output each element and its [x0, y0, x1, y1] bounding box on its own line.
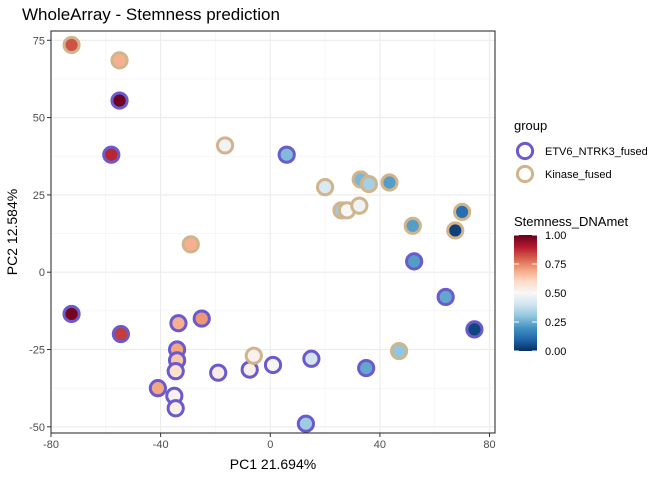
- colorbar: [514, 235, 537, 351]
- data-point: [359, 174, 379, 194]
- x-tick-label: 40: [374, 439, 386, 451]
- y-tick-label: -50: [29, 422, 45, 434]
- x-tick-label: -80: [43, 439, 59, 451]
- legend-group-title: group: [514, 118, 547, 133]
- data-point: [315, 178, 335, 197]
- data-point: [296, 414, 315, 433]
- data-point: [192, 309, 211, 328]
- y-tick-label: 0: [39, 267, 45, 279]
- legend-group: group ETV6_NTRK3_fused Kinase_fused: [514, 118, 648, 184]
- x-tick-label: -40: [153, 439, 169, 451]
- legend-key-label: ETV6_NTRK3_fused: [545, 146, 648, 158]
- data-point: [389, 341, 409, 361]
- data-point: [166, 362, 185, 381]
- data-point: [403, 216, 422, 235]
- y-tick-label: 25: [33, 190, 45, 202]
- colorbar-tick-label: 0.75: [545, 259, 566, 271]
- data-point: [357, 358, 376, 378]
- y-tick-label: 75: [33, 35, 45, 47]
- data-point: [166, 399, 185, 418]
- data-point: [62, 304, 81, 324]
- colorbar-tick-label: 0.00: [545, 346, 566, 358]
- data-point: [102, 145, 121, 164]
- x-axis-label: PC1 21.694%: [230, 456, 316, 472]
- data-point: [181, 235, 200, 254]
- data-point: [110, 91, 129, 110]
- data-point: [453, 202, 472, 221]
- y-tick-label: 50: [33, 113, 45, 125]
- data-point: [277, 145, 296, 164]
- data-point: [350, 196, 369, 215]
- colorbar-tick-label: 0.25: [545, 317, 566, 329]
- axes: -80 -40 0 40 80 -50 -25 0 25 50 75: [29, 30, 496, 451]
- legend-key-marker: [515, 164, 535, 184]
- data-point: [244, 346, 263, 365]
- data-point: [62, 35, 81, 55]
- colorbar-tick-label: 0.50: [545, 288, 566, 300]
- legend-key-marker: [515, 141, 535, 161]
- y-tick-label: -25: [29, 345, 45, 357]
- x-tick-label: 80: [483, 439, 495, 451]
- x-tick-label: 0: [267, 439, 273, 451]
- data-point: [169, 314, 188, 333]
- data-point: [215, 136, 235, 155]
- data-point: [263, 355, 283, 375]
- data-point: [446, 221, 465, 240]
- data-point: [380, 173, 399, 192]
- data-point: [111, 324, 130, 344]
- data-point: [405, 252, 424, 271]
- data-point: [465, 320, 484, 339]
- data-point: [436, 287, 455, 307]
- data-point: [110, 51, 129, 70]
- chart-title: WholeArray - Stemness prediction: [22, 5, 280, 24]
- legend-key-label: Kinase_fused: [545, 169, 612, 181]
- y-axis-label: PC2 12.584%: [4, 189, 20, 275]
- data-points: [62, 35, 484, 433]
- data-point: [209, 363, 228, 382]
- colorbar-tick-label: 1.00: [545, 230, 566, 242]
- panel-border: [50, 30, 496, 434]
- data-point: [302, 349, 321, 368]
- legend-colorbar-title: Stemness_DNAmet: [514, 214, 629, 229]
- data-point: [148, 379, 167, 398]
